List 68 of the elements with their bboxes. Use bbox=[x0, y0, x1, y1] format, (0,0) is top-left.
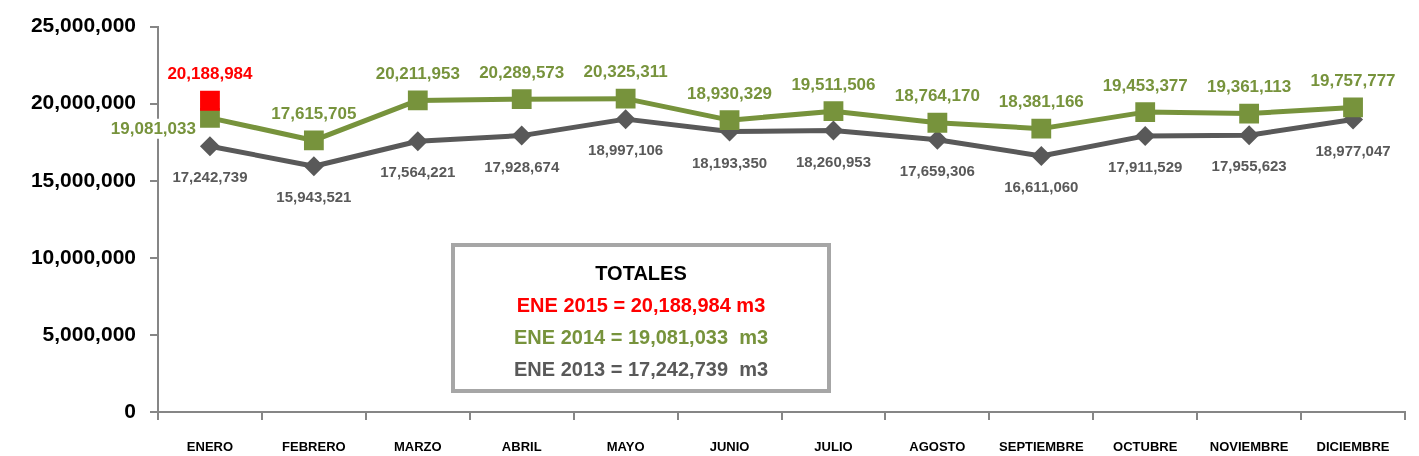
data-label: 18,764,170 bbox=[894, 86, 980, 106]
x-tick-label: MARZO bbox=[393, 439, 442, 455]
data-label: 16,611,060 bbox=[1004, 178, 1079, 196]
data-label: 18,977,047 bbox=[1315, 141, 1391, 159]
point bbox=[200, 90, 220, 111]
point bbox=[1343, 97, 1363, 118]
point bbox=[615, 88, 636, 109]
data-label: 20,188,984 bbox=[167, 64, 254, 84]
point bbox=[1239, 125, 1260, 146]
point bbox=[1135, 102, 1156, 123]
data-label: 19,453,377 bbox=[1102, 75, 1188, 95]
point bbox=[1031, 118, 1052, 139]
x-tick-label: JULIO bbox=[814, 439, 853, 455]
annotation: ENE 2013 = 17,242,739 m3 bbox=[512, 357, 770, 382]
point bbox=[407, 131, 428, 152]
data-label: 17,615,705 bbox=[271, 104, 357, 124]
data-label: 15,943,521 bbox=[276, 188, 352, 206]
point bbox=[823, 101, 844, 122]
x-tick-label: NOVIEMBRE bbox=[1209, 439, 1289, 455]
annotation: TOTALES bbox=[594, 261, 688, 286]
data-label: 17,928,674 bbox=[484, 157, 560, 175]
x-tick-label: OCTUBRE bbox=[1113, 439, 1178, 455]
point bbox=[303, 156, 324, 177]
point bbox=[927, 112, 948, 133]
y-tick-label: 20,000,000 bbox=[30, 90, 136, 114]
data-label: 17,659,306 bbox=[899, 161, 975, 179]
annotation: ENE 2014 = 19,081,033 m3 bbox=[512, 325, 770, 350]
point bbox=[511, 125, 532, 146]
data-label: 18,997,106 bbox=[588, 141, 664, 159]
x-tick-label: DICIEMBRE bbox=[1316, 439, 1390, 455]
data-label: 19,511,506 bbox=[791, 74, 876, 94]
x-tick-label: AGOSTO bbox=[909, 439, 966, 455]
data-label: 17,911,529 bbox=[1108, 158, 1183, 176]
point bbox=[615, 109, 636, 130]
y-tick-label: 15,000,000 bbox=[30, 167, 136, 191]
x-tick-label: JUNIO bbox=[709, 439, 750, 455]
data-label: 19,361,113 bbox=[1207, 77, 1292, 97]
x-tick-label: ABRIL bbox=[501, 439, 542, 455]
data-label: 20,289,573 bbox=[479, 62, 565, 82]
point bbox=[407, 90, 428, 111]
point bbox=[511, 89, 532, 110]
point bbox=[199, 136, 220, 157]
data-label: 17,242,739 bbox=[172, 168, 248, 186]
point bbox=[719, 110, 740, 131]
point bbox=[823, 120, 844, 141]
point bbox=[1239, 103, 1260, 124]
data-label: 17,564,221 bbox=[380, 163, 456, 181]
point bbox=[303, 130, 324, 151]
data-label: 18,260,953 bbox=[795, 152, 871, 170]
data-label: 18,193,350 bbox=[692, 153, 768, 171]
data-label: 20,325,311 bbox=[583, 62, 668, 82]
y-tick-label: 25,000,000 bbox=[30, 13, 136, 37]
x-tick-label: MAYO bbox=[606, 439, 645, 455]
x-tick-label: SEPTIEMBRE bbox=[999, 439, 1084, 455]
data-label: 18,381,166 bbox=[998, 92, 1084, 112]
data-label: 20,211,953 bbox=[375, 64, 460, 84]
data-label: 18,930,329 bbox=[686, 83, 773, 103]
y-tick-label: 5,000,000 bbox=[42, 321, 136, 345]
data-label: 17,955,623 bbox=[1211, 157, 1287, 175]
annotation: ENE 2015 = 20,188,984 m3 bbox=[515, 293, 767, 318]
x-tick-label: FEBRERO bbox=[282, 439, 346, 455]
data-label: 19,757,777 bbox=[1310, 71, 1396, 91]
y-tick-label: 10,000,000 bbox=[30, 244, 136, 268]
y-tick-label: 0 bbox=[124, 398, 136, 422]
x-tick-label: ENERO bbox=[186, 439, 234, 455]
data-label: 19,081,033 bbox=[110, 118, 196, 138]
point bbox=[1031, 145, 1052, 166]
point bbox=[1135, 125, 1156, 146]
